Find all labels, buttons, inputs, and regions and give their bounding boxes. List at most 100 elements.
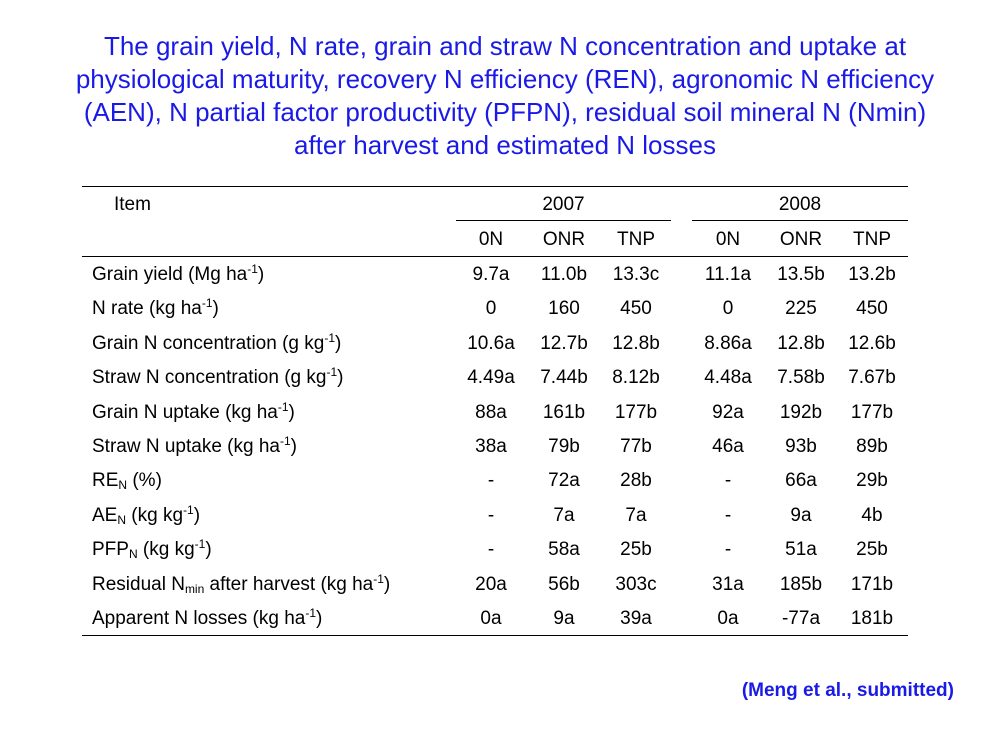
slide-title: The grain yield, N rate, grain and straw… (30, 30, 980, 162)
table-cell: 58a (548, 539, 580, 560)
row-label-post: ) (316, 608, 323, 629)
table-cell: 25b (856, 539, 888, 560)
row-label: Residual Nmin after harvest (kg ha-1) (92, 573, 390, 597)
row-label: PFPN (kg kg-1) (92, 538, 212, 562)
row-label-post: ) (290, 436, 297, 457)
table-cell: 303c (615, 574, 657, 595)
table-cell: 39a (620, 608, 652, 629)
row-label-post: (kg kg (126, 505, 184, 526)
row-label-pre: Grain yield (Mg ha (92, 264, 248, 285)
table-cell: 7.58b (777, 367, 825, 388)
table-cell: 450 (856, 298, 888, 319)
row-label-sup: -1 (194, 537, 206, 551)
table-cell: - (724, 470, 732, 491)
treatment-header: 0N (478, 229, 504, 250)
row-label-post: ) (288, 402, 295, 423)
row-label-pre: Residual N (92, 574, 185, 595)
table-cell: 7.44b (540, 367, 588, 388)
table-cell: - (724, 505, 732, 526)
year-header-2007: 2007 (542, 194, 585, 215)
table-cell: 93b (785, 436, 817, 457)
table-cell: 185b (779, 574, 823, 595)
table-cell: 46a (712, 436, 744, 457)
treatment-header: 0N (715, 229, 741, 250)
table-cell: - (487, 470, 495, 491)
table-cell: 7a (625, 505, 647, 526)
row-label-sub: N (128, 547, 138, 561)
row-label-sup: -1 (373, 572, 384, 586)
table-cell: 72a (548, 470, 580, 491)
table-cell: 0 (485, 298, 497, 319)
row-label-post: ) (212, 298, 219, 319)
row-label: Grain N concentration (g kg-1) (92, 332, 341, 356)
table-cell: 92a (712, 402, 744, 423)
row-label-post: (%) (127, 470, 162, 491)
table-cell: 51a (785, 539, 817, 560)
table-cell: 31a (712, 574, 744, 595)
table-cell: 8.86a (704, 333, 752, 354)
table-cell: 177b (850, 402, 894, 423)
row-label: REN (%) (92, 469, 162, 493)
table-cell: 11.0b (540, 264, 588, 285)
row-label: Grain N uptake (kg ha-1) (92, 401, 295, 425)
table-cell: - (487, 539, 495, 560)
row-label: N rate (kg ha-1) (92, 297, 219, 321)
row-label-sub: N (118, 478, 128, 492)
row-label-post: after harvest (kg ha (204, 574, 374, 595)
table-cell: 7.67b (848, 367, 896, 388)
top-rule (82, 186, 908, 187)
table-cell: 12.7b (540, 333, 588, 354)
row-label-pre: PFP (92, 539, 129, 560)
row-label: Straw N uptake (kg ha-1) (92, 435, 297, 459)
row-label-sup: -1 (326, 365, 338, 379)
table-cell: 12.6b (848, 333, 896, 354)
row-label-post2: ) (383, 574, 391, 595)
treatment-header: ONR (542, 229, 586, 250)
table-cell: 171b (850, 574, 894, 595)
row-label-sup: -1 (183, 503, 194, 517)
title-line: The grain yield, N rate, grain and straw… (103, 31, 907, 61)
citation: (Meng et al., submitted) (741, 680, 954, 701)
row-label-post2: ) (205, 539, 212, 560)
row-label-sub: N (117, 513, 127, 527)
table-cell: 25b (620, 539, 652, 560)
row-label-pre: RE (92, 470, 119, 491)
table-cell: 9.7a (472, 264, 510, 285)
table-cell: 10.6a (467, 333, 515, 354)
table-cell: 8.12b (612, 367, 660, 388)
table-cell: 11.1a (704, 264, 752, 285)
table-cell: 56b (548, 574, 580, 595)
table-cell: 7a (553, 505, 575, 526)
table-cell: 38a (475, 436, 507, 457)
row-label-sub: min (184, 582, 205, 596)
table-cell: 66a (785, 470, 817, 491)
bottom-rule (82, 635, 908, 636)
table-cell: 13.2b (848, 264, 896, 285)
table-cell: 89b (856, 436, 888, 457)
table-cell: 0a (480, 608, 502, 629)
row-label-sup: -1 (305, 606, 317, 620)
year-header-2008: 2008 (778, 194, 822, 215)
table-cell: 192b (779, 402, 823, 423)
row-label-pre: N rate (kg ha (92, 298, 202, 319)
table-cell: 12.8b (777, 333, 825, 354)
table-cell: 88a (475, 402, 507, 423)
table-cell: - (724, 539, 732, 560)
treatment-header: TNP (617, 229, 655, 250)
row-label-sup: -1 (277, 400, 289, 414)
treatment-header: TNP (853, 229, 891, 250)
table-cell: 0 (722, 298, 734, 319)
table-cell: 0a (717, 608, 739, 629)
table-cell: 79b (548, 436, 580, 457)
title-line: physiological maturity, recovery N effic… (75, 64, 935, 94)
row-label-sup: -1 (279, 434, 291, 448)
row-label-sup: -1 (247, 262, 258, 276)
row-label: Grain yield (Mg ha-1) (92, 263, 264, 287)
table-cell: 4.49a (467, 367, 515, 388)
table-cell: 20a (475, 574, 507, 595)
row-label-pre: Straw N concentration (g kg (92, 367, 327, 388)
row-label-pre: Apparent N losses (kg ha (92, 608, 306, 629)
title-line: after harvest and estimated N losses (294, 130, 716, 160)
item-header: Item (114, 194, 151, 215)
table-cell: 28b (620, 470, 652, 491)
